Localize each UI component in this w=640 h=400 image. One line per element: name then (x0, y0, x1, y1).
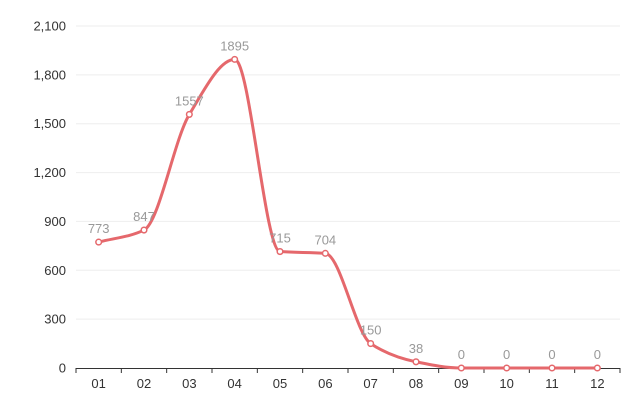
data-label: 0 (458, 347, 465, 362)
data-label: 773 (88, 221, 110, 236)
y-tick-label: 1,500 (33, 116, 66, 131)
data-label: 847 (133, 209, 155, 224)
data-label: 1557 (175, 93, 204, 108)
data-label: 704 (314, 232, 336, 247)
y-tick-label: 300 (44, 312, 66, 327)
axes: 0 300 600 900 1,200 1,500 1,800 2,100 01 02 03 04 05… (33, 19, 621, 391)
x-tick-label: 10 (499, 376, 513, 391)
x-tick-label: 08 (409, 376, 423, 391)
x-tick-label: 06 (318, 376, 332, 391)
data-point[interactable] (231, 55, 239, 63)
data-labels: 773 847 1557 1895 715 704 150 38 0 0 0 0 (88, 38, 601, 362)
gridlines (76, 25, 620, 320)
series-layer (95, 55, 601, 372)
y-tick-label: 2,100 (33, 19, 66, 34)
x-tick-label: 02 (137, 376, 151, 391)
data-point[interactable] (321, 249, 329, 257)
data-point[interactable] (457, 364, 465, 372)
data-label: 715 (269, 231, 291, 246)
data-label: 1895 (220, 38, 249, 53)
x-tick-label: 01 (91, 376, 105, 391)
data-point[interactable] (276, 248, 284, 256)
y-tick-label: 900 (44, 214, 66, 229)
x-tick-label: 11 (545, 376, 559, 391)
data-label: 0 (594, 347, 601, 362)
data-point[interactable] (412, 358, 420, 366)
x-tick-label: 04 (227, 376, 241, 391)
data-point[interactable] (140, 226, 148, 234)
data-label: 38 (409, 341, 423, 356)
x-tick-label: 09 (454, 376, 468, 391)
data-point[interactable] (367, 340, 375, 348)
data-point[interactable] (95, 238, 103, 246)
data-point[interactable] (593, 364, 601, 372)
x-tick-label: 05 (273, 376, 287, 391)
data-point[interactable] (185, 110, 193, 118)
y-tick-label: 0 (59, 361, 66, 376)
x-tick-label: 12 (590, 376, 604, 391)
data-label: 0 (548, 347, 555, 362)
series-line (97, 57, 599, 370)
x-tick-label: 03 (182, 376, 196, 391)
y-tick-label: 600 (44, 263, 66, 278)
data-label: 0 (503, 347, 510, 362)
y-tick-label: 1,200 (33, 165, 66, 180)
data-point[interactable] (503, 364, 511, 372)
data-label: 150 (360, 323, 382, 338)
x-tick-label: 07 (363, 376, 377, 391)
y-tick-label: 1,800 (33, 67, 66, 82)
data-point[interactable] (548, 364, 556, 372)
